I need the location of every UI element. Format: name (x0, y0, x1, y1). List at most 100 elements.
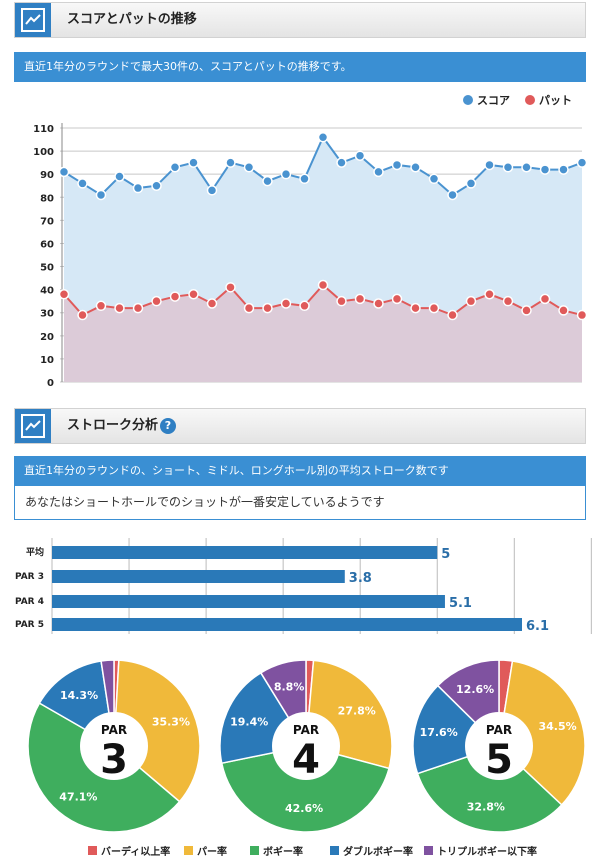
bar (52, 570, 345, 583)
score-putt-title: スコアとパットの推移 (67, 12, 197, 27)
pie-center (80, 712, 148, 780)
help-icon[interactable]: ? (160, 418, 176, 434)
score-point (151, 180, 162, 191)
pie-slice-label: 47.1% (59, 791, 97, 804)
score-point (188, 157, 199, 168)
putt-point (521, 305, 532, 316)
bar-category-label: PAR 3 (15, 572, 44, 582)
bar (52, 595, 445, 608)
y-tick-label: 40 (40, 286, 54, 297)
pie-slice-label: 42.6% (285, 802, 323, 815)
bar-value-label: 6.1 (526, 619, 549, 634)
legend-swatch (330, 846, 339, 855)
putt-point (225, 282, 236, 293)
y-tick-label: 100 (33, 147, 54, 158)
score-putt-line-chart: 0 10 20 30 40 50 60 70 80 90 100 110 スコア パット (33, 94, 588, 388)
score-point (299, 173, 310, 185)
pie-center-par: 5 (485, 737, 513, 783)
legend-label: ボギー率 (263, 845, 303, 858)
pie-slice (416, 745, 563, 833)
pie-slice-label: 14.3% (60, 689, 98, 702)
stroke-analysis-info: 直近1年分のラウンドの、ショート、ミドル、ロングホール別の平均ストローク数です (14, 456, 586, 486)
bar-category-label: 平均 (26, 546, 44, 558)
putt-point (354, 293, 366, 305)
score-point (225, 157, 236, 168)
stroke-analysis-title: ストローク分析 (67, 418, 159, 433)
putt-point (58, 289, 70, 300)
stroke-analysis-message: あなたはショートホールでのショットが一番安定しているようです (14, 486, 586, 520)
pie-center (272, 712, 340, 780)
pie-slice-label: 19.4% (230, 715, 268, 728)
pie-slice-label: 17.6% (420, 726, 458, 739)
pie-slice-label: 8.8% (274, 680, 305, 693)
putt-point (169, 291, 181, 302)
y-tick-label: 20 (40, 332, 54, 343)
putt-point (447, 309, 458, 321)
putt-point (95, 300, 107, 312)
putt-point (428, 302, 440, 314)
stroke-bar-chart: 平均 5 PAR 3 3.8 PAR 4 5.1 PAR 5 6.1 (15, 538, 592, 634)
putt-point (243, 302, 255, 314)
bar-value-label: 5 (441, 547, 450, 562)
pie-center (465, 712, 533, 780)
putt-point (188, 289, 199, 300)
score-point (243, 162, 255, 173)
putt-point (410, 302, 421, 314)
score-point (502, 162, 514, 173)
putt-point (77, 309, 88, 321)
putt-point (576, 309, 588, 321)
putt-point (262, 302, 273, 314)
pie-center-prefix: PAR (101, 723, 127, 737)
y-tick-label: 30 (40, 309, 54, 320)
pie-center-prefix: PAR (293, 723, 319, 737)
legend-marker (463, 95, 473, 105)
series-area-putt (64, 285, 582, 382)
putt-point (114, 302, 125, 314)
hole-result-pie-charts: 35.3%47.1%14.3%PAR327.8%42.6%19.4%8.8%PA… (27, 659, 586, 833)
legend-score: スコア (477, 94, 510, 107)
score-point (391, 159, 403, 171)
score-point (354, 150, 366, 161)
y-tick-label: 60 (40, 239, 54, 250)
score-point (58, 166, 70, 178)
bar-category-label: PAR 4 (15, 597, 44, 607)
score-point (336, 157, 347, 168)
bar-category-label: PAR 5 (15, 620, 44, 630)
putt-point (206, 298, 218, 309)
score-point (280, 168, 292, 180)
pie-slice-label: 34.5% (538, 720, 576, 733)
score-point (77, 178, 88, 189)
y-tick-label: 70 (40, 216, 54, 227)
score-point (206, 185, 218, 196)
score-point (114, 171, 125, 182)
y-tick-label: 10 (40, 355, 54, 366)
pie-center-par: 3 (100, 737, 128, 783)
pie-center-par: 4 (292, 737, 320, 783)
legend-swatch (250, 846, 259, 855)
legend-swatch (184, 846, 193, 855)
score-point (262, 175, 273, 187)
putt-point (299, 300, 310, 312)
score-putt-section-header: スコアとパットの推移 (14, 2, 586, 38)
bar-value-label: 5.1 (449, 596, 472, 611)
putt-point (465, 295, 477, 307)
putt-point (151, 295, 162, 307)
pie-slice-label: 32.8% (467, 801, 505, 814)
legend-marker (525, 95, 535, 105)
pie-legend: バーディ以上率 パー率 ボギー率 ダブルボギー率 トリプルボギー以下率 (88, 845, 537, 858)
score-point (465, 178, 477, 189)
putt-point (558, 305, 569, 316)
score-point (373, 166, 384, 178)
pie-slice-label: 35.3% (152, 716, 190, 729)
legend-label: バーディ以上率 (101, 845, 170, 858)
y-tick-label: 0 (47, 378, 54, 388)
putt-point (373, 298, 384, 309)
putt-point (391, 293, 403, 305)
score-point (484, 159, 495, 171)
legend-label: トリプルボギー以下率 (437, 845, 537, 858)
putt-point (484, 289, 495, 300)
putt-point (539, 293, 551, 305)
y-tick-label: 80 (40, 193, 54, 204)
score-point (558, 164, 569, 175)
y-tick-label: 90 (40, 170, 54, 181)
